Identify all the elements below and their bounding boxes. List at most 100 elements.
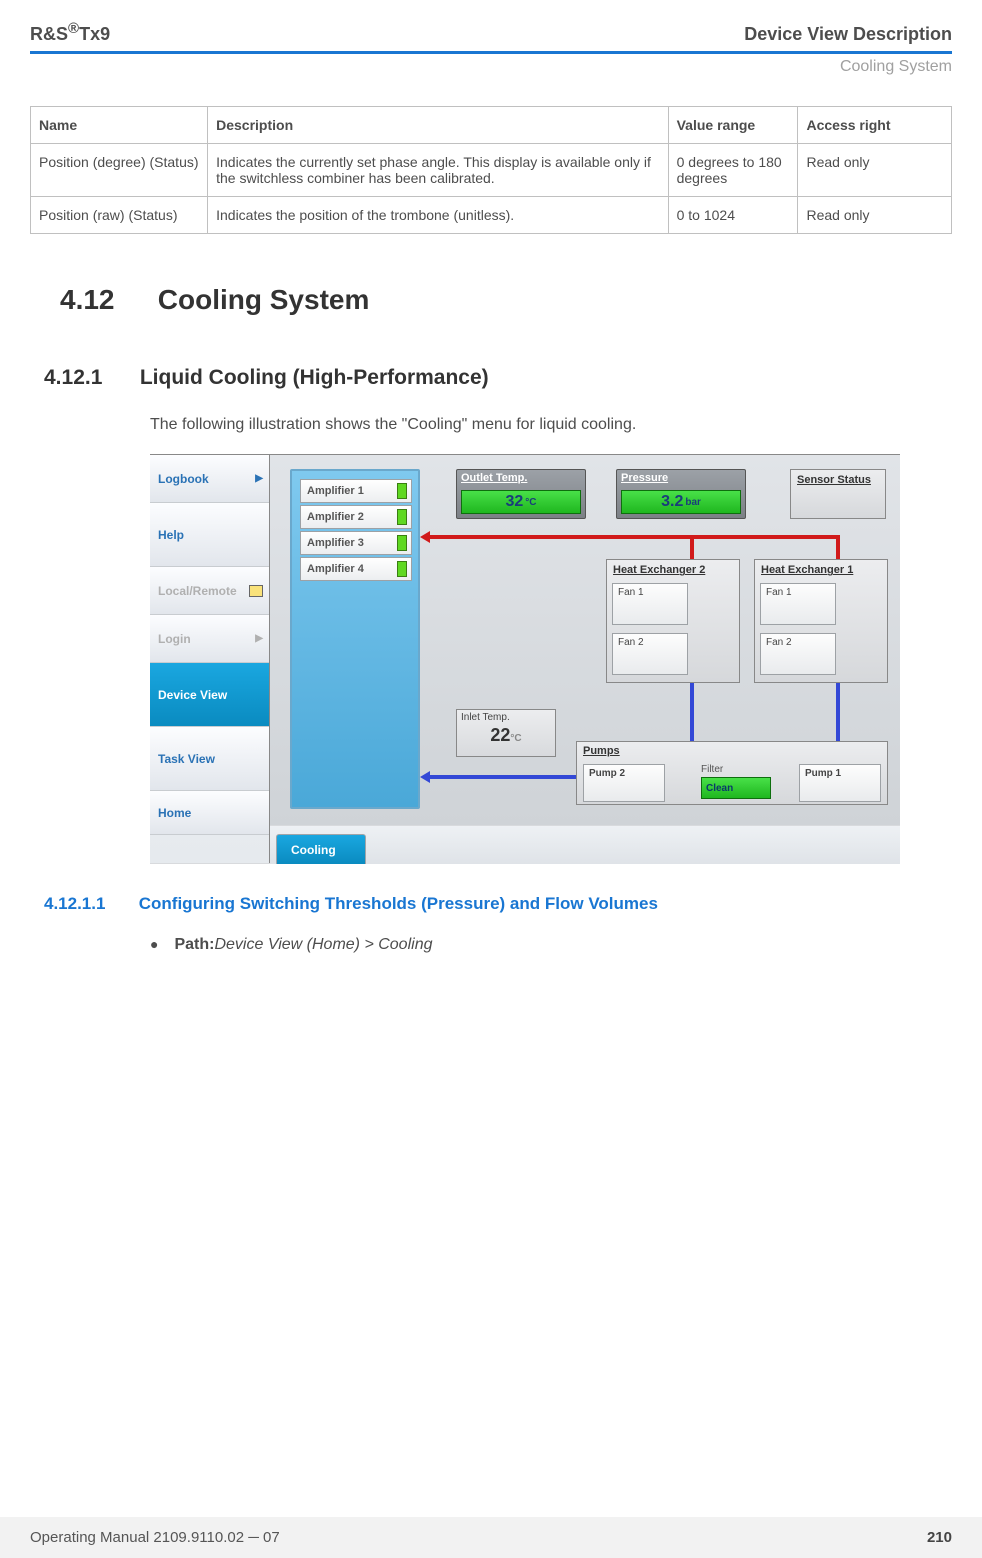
- chevron-right-icon: ▶: [255, 473, 263, 484]
- tab-cooling[interactable]: Cooling: [276, 834, 366, 864]
- card-icon: [249, 585, 263, 597]
- header-right: Device View Description: [744, 24, 952, 45]
- amp-label: Amplifier 2: [307, 511, 364, 523]
- pipe-blue: [690, 683, 694, 741]
- amplifier-item[interactable]: Amplifier 2: [300, 505, 412, 529]
- section-heading-1: 4.12 Cooling System: [60, 284, 952, 316]
- fan-box[interactable]: Fan 2: [612, 633, 688, 675]
- fan-label: Fan 2: [761, 634, 835, 651]
- pipe-blue: [836, 683, 840, 741]
- pumps-panel: Pumps Pump 2 Filter Clean Pump 1: [576, 741, 888, 805]
- pressure-gauge[interactable]: Pressure 3.2bar: [616, 469, 746, 519]
- gauge-title: Outlet Temp.: [457, 470, 585, 486]
- cell: Read only: [798, 144, 952, 197]
- nav-label: Local/Remote: [158, 584, 237, 598]
- nav-label: Logbook: [158, 472, 209, 486]
- cell: Indicates the position of the trombone (…: [208, 197, 669, 234]
- header-prefix: R&S: [30, 24, 68, 44]
- amp-label: Amplifier 3: [307, 537, 364, 549]
- fan-label: Fan 2: [613, 634, 687, 651]
- filter-label: Filter: [701, 764, 771, 775]
- arrow-left-blue-icon: [420, 771, 430, 783]
- nav-label: Home: [158, 806, 191, 820]
- path-label: Path:: [174, 936, 214, 953]
- h3-num: 4.12.1.1: [44, 894, 134, 914]
- col-desc: Description: [208, 107, 669, 144]
- panel-title: Pumps: [577, 742, 887, 760]
- footer-left: Operating Manual 2109.9110.02 ─ 07: [30, 1529, 280, 1546]
- col-name: Name: [31, 107, 208, 144]
- fan-box[interactable]: Fan 1: [612, 583, 688, 625]
- cooling-diagram: Amplifier 1 Amplifier 2 Amplifier 3 Ampl…: [270, 455, 900, 825]
- section-heading-3: 4.12.1.1 Configuring Switching Threshold…: [44, 894, 952, 914]
- bullet-icon: ●: [150, 936, 158, 954]
- sensor-status-panel[interactable]: Sensor Status: [790, 469, 886, 519]
- pipe-blue: [430, 775, 576, 779]
- col-access: Access right: [798, 107, 952, 144]
- status-led-icon: [397, 535, 407, 551]
- gauge-value: 32: [505, 493, 523, 511]
- tab-bar: Cooling: [270, 826, 900, 864]
- path-value: Device View (Home) > Cooling: [214, 936, 432, 953]
- pipe-red: [836, 535, 840, 561]
- cell: 0 to 1024: [668, 197, 798, 234]
- fan-label: Fan 1: [613, 584, 687, 601]
- pipe-red: [690, 535, 694, 561]
- nav-label: Login: [158, 632, 191, 646]
- header-rule: [30, 51, 952, 54]
- intro-text: The following illustration shows the "Co…: [150, 414, 952, 436]
- h2-num: 4.12.1: [44, 366, 134, 390]
- table-row: Position (degree) (Status) Indicates the…: [31, 144, 952, 197]
- nav-home[interactable]: Home: [150, 791, 269, 835]
- pump-2[interactable]: Pump 2: [583, 764, 665, 802]
- gauge-bar: 32°C: [461, 490, 581, 514]
- inlet-temp-gauge[interactable]: Inlet Temp. 22°C: [456, 709, 556, 757]
- fan-box[interactable]: Fan 2: [760, 633, 836, 675]
- amplifier-item[interactable]: Amplifier 4: [300, 557, 412, 581]
- amplifier-list: Amplifier 1 Amplifier 2 Amplifier 3 Ampl…: [300, 479, 412, 583]
- nav-device-view[interactable]: Device View: [150, 663, 269, 727]
- cell: Position (raw) (Status): [31, 197, 208, 234]
- gauge-title: Inlet Temp.: [457, 710, 555, 725]
- pump-label: Pump 1: [805, 768, 841, 779]
- gauge-title: Pressure: [617, 470, 745, 486]
- nav-login[interactable]: Login ▶: [150, 615, 269, 663]
- pump-1[interactable]: Pump 1: [799, 764, 881, 802]
- cell: Indicates the currently set phase angle.…: [208, 144, 669, 197]
- cell: 0 degrees to 180 degrees: [668, 144, 798, 197]
- nav-task-view[interactable]: Task View: [150, 727, 269, 791]
- panel-title: Heat Exchanger 1: [755, 560, 887, 580]
- h2-title: Liquid Cooling (High-Performance): [140, 366, 489, 389]
- amplifier-item[interactable]: Amplifier 1: [300, 479, 412, 503]
- nav-local-remote[interactable]: Local/Remote: [150, 567, 269, 615]
- status-led-icon: [397, 561, 407, 577]
- header-left: R&S®Tx9: [30, 20, 110, 45]
- cooling-figure: Logbook ▶ Help Local/Remote Login ▶ Devi…: [150, 454, 900, 864]
- fan-label: Fan 1: [761, 584, 835, 601]
- h1-title: Cooling System: [158, 284, 370, 315]
- amplifier-item[interactable]: Amplifier 3: [300, 531, 412, 555]
- nav-label: Device View: [158, 688, 227, 702]
- gauge-unit: bar: [685, 497, 701, 508]
- table-row: Position (raw) (Status) Indicates the po…: [31, 197, 952, 234]
- cell: Read only: [798, 197, 952, 234]
- tab-label: Cooling: [291, 843, 336, 857]
- table-header-row: Name Description Value range Access righ…: [31, 107, 952, 144]
- filter-box[interactable]: Filter Clean: [701, 764, 771, 802]
- nav-sidebar: Logbook ▶ Help Local/Remote Login ▶ Devi…: [150, 455, 270, 863]
- gauge-value: 22: [490, 725, 510, 745]
- nav-help[interactable]: Help: [150, 503, 269, 567]
- pump-label: Pump 2: [589, 768, 625, 779]
- arrow-left-red-icon: [420, 531, 430, 543]
- outlet-temp-gauge[interactable]: Outlet Temp. 32°C: [456, 469, 586, 519]
- fan-box[interactable]: Fan 1: [760, 583, 836, 625]
- page-footer: Operating Manual 2109.9110.02 ─ 07 210: [0, 1517, 982, 1558]
- section-heading-2: 4.12.1 Liquid Cooling (High-Performance): [44, 366, 952, 390]
- pipe-red: [430, 535, 840, 539]
- header-sup: ®: [68, 20, 79, 37]
- path-bullet: ● Path:Device View (Home) > Cooling: [150, 936, 952, 954]
- nav-logbook[interactable]: Logbook ▶: [150, 455, 269, 503]
- amp-label: Amplifier 1: [307, 485, 364, 497]
- page-header: R&S®Tx9 Device View Description: [30, 0, 952, 51]
- header-suffix: Tx9: [79, 24, 110, 44]
